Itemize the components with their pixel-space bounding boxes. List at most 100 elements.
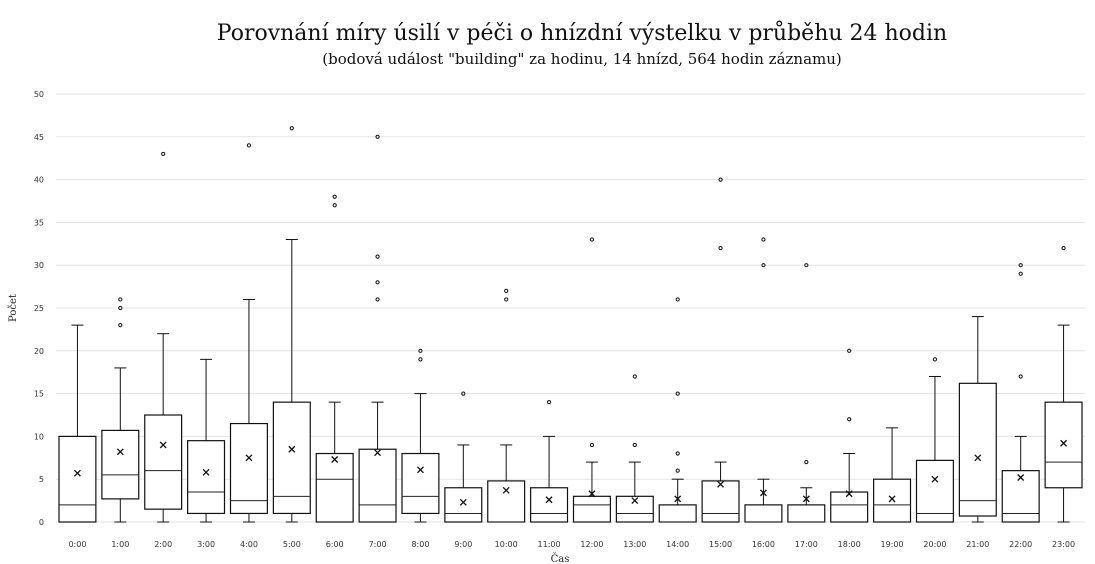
x-axis-label: Čas xyxy=(551,553,570,564)
x-tick-label: 23:00 xyxy=(1052,540,1075,549)
mean-marker xyxy=(545,496,553,504)
mean-marker xyxy=(202,468,210,476)
box xyxy=(744,504,783,523)
outlier-point xyxy=(589,442,595,448)
outlier-point xyxy=(847,417,852,422)
boxes xyxy=(58,126,1083,523)
outlier-point xyxy=(504,297,509,302)
box-group xyxy=(315,194,354,523)
outlier-point xyxy=(504,288,509,293)
box-group xyxy=(101,297,140,523)
outlier-point xyxy=(1061,245,1066,251)
outlier-point xyxy=(461,391,466,396)
x-tick-label: 6:00 xyxy=(326,540,344,549)
box xyxy=(530,487,569,523)
outlier-point xyxy=(632,374,637,379)
x-tick-label: 18:00 xyxy=(838,540,861,549)
y-tick-label: 10 xyxy=(34,432,44,441)
outlier-point xyxy=(418,348,423,353)
mean-marker xyxy=(674,495,682,503)
y-tick-label: 25 xyxy=(34,304,44,313)
outlier-point xyxy=(718,177,723,182)
outlier-point xyxy=(118,323,123,328)
outlier-point xyxy=(375,280,380,285)
grid-lines xyxy=(56,93,1085,523)
mean-marker xyxy=(802,495,810,503)
box xyxy=(787,504,826,523)
x-tick-label: 3:00 xyxy=(197,540,215,549)
box-group xyxy=(272,126,311,523)
mean-marker xyxy=(1060,439,1068,447)
outlier-point xyxy=(675,468,680,473)
x-tick-label: 9:00 xyxy=(454,540,472,549)
mean-marker xyxy=(888,495,896,503)
mean-marker xyxy=(416,466,424,474)
y-axis-label: Počet xyxy=(8,294,19,322)
outlier-point xyxy=(1018,263,1023,268)
mean-marker xyxy=(245,454,253,462)
mean-marker xyxy=(73,469,81,477)
outlier-point xyxy=(418,357,423,362)
outlier-point xyxy=(932,357,938,362)
outlier-point xyxy=(546,400,552,405)
y-tick-label: 15 xyxy=(34,390,44,399)
x-tick-label: 16:00 xyxy=(752,540,775,549)
x-tick-label: 17:00 xyxy=(795,540,818,549)
x-tick-label: 4:00 xyxy=(240,540,258,549)
x-tick-label: 5:00 xyxy=(283,540,301,549)
box-group xyxy=(744,237,783,523)
box xyxy=(401,452,440,515)
box xyxy=(487,480,526,523)
mean-marker xyxy=(845,490,853,498)
mean-marker xyxy=(159,441,167,449)
box-group xyxy=(58,324,97,523)
box-group xyxy=(787,263,826,523)
box-group xyxy=(487,288,526,523)
mean-marker xyxy=(459,498,467,506)
outlier-point xyxy=(847,348,852,353)
box xyxy=(1044,401,1083,489)
outlier-point xyxy=(118,297,123,302)
mean-marker xyxy=(1017,474,1025,481)
box xyxy=(58,435,97,523)
outlier-point xyxy=(289,126,294,131)
outlier-point xyxy=(375,134,380,139)
box xyxy=(572,495,611,523)
box xyxy=(144,414,183,510)
outlier-point xyxy=(1018,374,1023,379)
box xyxy=(315,452,354,523)
box-group xyxy=(187,358,226,523)
x-tick-label: 0:00 xyxy=(68,540,86,549)
outlier-point xyxy=(718,245,723,251)
box-group xyxy=(1001,263,1040,523)
outlier-point xyxy=(332,203,337,208)
box-group xyxy=(873,427,912,523)
box-group xyxy=(401,348,440,523)
x-tick-label: 13:00 xyxy=(623,540,646,549)
box-group xyxy=(358,134,397,523)
box-group xyxy=(658,297,697,523)
box xyxy=(101,429,140,500)
x-tick-label: 11:00 xyxy=(538,540,561,549)
outlier-point xyxy=(1018,271,1023,276)
x-tick-label: 19:00 xyxy=(881,540,904,549)
box xyxy=(873,478,912,523)
mean-marker xyxy=(502,486,510,494)
box xyxy=(358,448,397,523)
y-tick-label: 35 xyxy=(34,218,44,227)
chart-title: Porovnání míry úsilí v péči o hnízdní vý… xyxy=(217,19,947,46)
mean-marker xyxy=(116,448,124,456)
outlier-point xyxy=(761,263,766,268)
mean-marker xyxy=(374,449,382,457)
mean-marker xyxy=(588,490,596,498)
outlier-point xyxy=(675,391,680,396)
outlier-point xyxy=(161,151,166,157)
outlier-point xyxy=(675,297,680,302)
mean-marker xyxy=(759,489,767,497)
y-tick-label: 20 xyxy=(34,347,44,356)
y-tick-label: 50 xyxy=(34,90,44,99)
outlier-point xyxy=(246,143,252,148)
box-group xyxy=(444,391,483,523)
box xyxy=(187,440,226,515)
